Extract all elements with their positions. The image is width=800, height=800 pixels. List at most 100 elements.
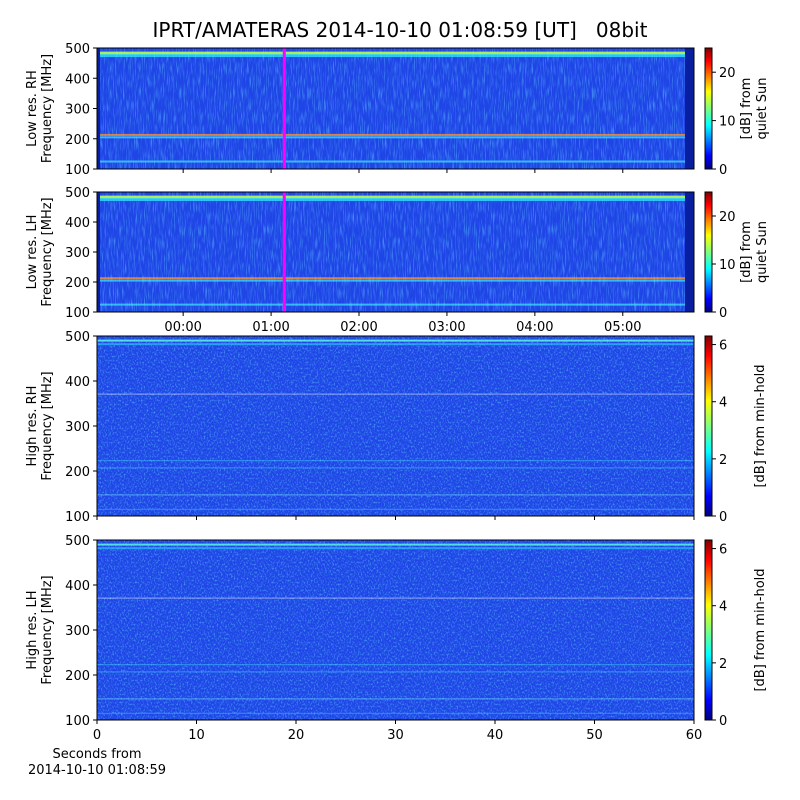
- heatmap-band: [97, 160, 694, 163]
- y-tick-label: 200: [65, 669, 90, 684]
- heatmap-band: [97, 494, 694, 496]
- colorbar-tick-label: 0: [719, 714, 727, 729]
- colorbar-label: [dB] fromquiet Sun: [739, 77, 770, 139]
- heatmap-edge: [685, 48, 694, 169]
- colorbar-tick-label: 0: [719, 163, 727, 178]
- x-axis-label: Seconds from: [52, 747, 141, 762]
- y-axis-label-line: Frequency [MHz]: [40, 197, 55, 306]
- heatmap-texture: [97, 336, 694, 516]
- colorbar-tick-label: 20: [719, 210, 736, 225]
- x-tick-label: 30: [387, 728, 404, 743]
- colorbar-label-line: [dB] from min-hold: [753, 568, 768, 691]
- colorbar-label-line: quiet Sun: [755, 221, 770, 283]
- heatmap-band: [97, 277, 694, 280]
- heatmap-band: [97, 547, 694, 550]
- colorbar-label: [dB] from min-hold: [753, 364, 768, 487]
- y-tick-label: 400: [65, 579, 90, 594]
- y-axis-label: High res. LHFrequency [MHz]: [25, 575, 55, 684]
- x-tick-label: 50: [586, 728, 603, 743]
- y-tick-label: 500: [65, 330, 90, 345]
- heatmap-band: [97, 303, 694, 306]
- heatmap-band: [97, 195, 694, 199]
- y-tick-label: 300: [65, 246, 90, 261]
- y-axis-label-line: Frequency [MHz]: [40, 575, 55, 684]
- colorbar: [704, 191, 713, 313]
- heatmap-band: [97, 671, 694, 673]
- heatmap-band: [97, 198, 694, 201]
- x-tick-label: 04:00: [516, 320, 553, 335]
- y-tick-label: 400: [65, 375, 90, 390]
- heatmap-band: [97, 54, 694, 58]
- heatmap-band: [97, 460, 694, 462]
- x-tick-label: 10: [188, 728, 205, 743]
- heatmap-band: [97, 543, 694, 546]
- y-tick-label: 100: [65, 163, 90, 178]
- heatmap-band: [97, 136, 694, 139]
- heatmap-band: [97, 508, 694, 510]
- x-tick-label: 02:00: [340, 320, 377, 335]
- heatmap-band: [97, 393, 694, 395]
- colorbar-tick-label: 10: [719, 258, 736, 273]
- x-tick-label: 03:00: [428, 320, 465, 335]
- colorbar-tick-label: 0: [719, 510, 727, 525]
- y-tick-label: 300: [65, 624, 90, 639]
- colorbar-tick-label: 6: [719, 339, 727, 354]
- colorbar-label-line: [dB] from: [739, 78, 754, 140]
- y-axis-label-line: Frequency [MHz]: [40, 54, 55, 163]
- colorbar-label: [dB] from min-hold: [753, 568, 768, 691]
- y-axis-label-line: High res. LH: [25, 590, 40, 669]
- colorbar-label-line: quiet Sun: [755, 77, 770, 139]
- figure-title: IPRT/AMATERAS 2014-10-10 01:08:59 [UT] 0…: [153, 18, 648, 42]
- heatmap-texture: [97, 540, 694, 720]
- heatmap-band: [97, 664, 694, 666]
- heatmap-band: [97, 279, 694, 282]
- x-tick-label: 00:00: [164, 320, 201, 335]
- x-tick-label: 40: [487, 728, 504, 743]
- heatmap-band: [97, 467, 694, 469]
- heatmap-band: [97, 698, 694, 700]
- x-axis-label: 2014-10-10 01:08:59: [28, 763, 166, 778]
- y-tick-label: 100: [65, 306, 90, 321]
- heatmap-band: [97, 133, 694, 136]
- heatmap-edge: [685, 192, 694, 312]
- heatmap-texture: [97, 48, 694, 169]
- colorbar: [704, 335, 713, 517]
- colorbar-tick-label: 4: [719, 396, 727, 411]
- y-axis-label-line: High res. RH: [25, 386, 40, 467]
- x-tick-label: 0: [93, 728, 101, 743]
- colorbar-label: [dB] fromquiet Sun: [739, 221, 770, 283]
- colorbar-tick-label: 4: [719, 600, 727, 615]
- y-tick-label: 500: [65, 534, 90, 549]
- y-axis-label-line: Frequency [MHz]: [40, 371, 55, 480]
- y-tick-label: 100: [65, 510, 90, 525]
- x-tick-label: 05:00: [604, 320, 641, 335]
- heatmap-band: [97, 51, 694, 55]
- y-tick-label: 100: [65, 714, 90, 729]
- colorbar-tick-label: 10: [719, 115, 736, 130]
- heatmap-band: [97, 339, 694, 342]
- y-tick-label: 300: [65, 103, 90, 118]
- heatmap-band: [97, 343, 694, 346]
- colorbar: [704, 539, 713, 721]
- y-tick-label: 400: [65, 72, 90, 87]
- y-tick-label: 200: [65, 465, 90, 480]
- y-tick-label: 300: [65, 420, 90, 435]
- heatmap-band: [97, 712, 694, 714]
- heatmap-edge: [97, 192, 100, 312]
- y-axis-label-line: Low res. RH: [25, 70, 40, 147]
- y-axis-label: Low res. RHFrequency [MHz]: [25, 54, 55, 163]
- y-tick-label: 500: [65, 42, 90, 57]
- x-tick-label: 60: [686, 728, 703, 743]
- colorbar-tick-label: 2: [719, 453, 727, 468]
- x-tick-label: 20: [288, 728, 305, 743]
- y-tick-label: 200: [65, 276, 90, 291]
- colorbar-label-line: [dB] from min-hold: [753, 364, 768, 487]
- colorbar-label-line: [dB] from: [739, 221, 754, 283]
- y-axis-label-line: Low res. LH: [25, 215, 40, 290]
- heatmap-edge: [97, 48, 100, 169]
- x-tick-label: 01:00: [252, 320, 289, 335]
